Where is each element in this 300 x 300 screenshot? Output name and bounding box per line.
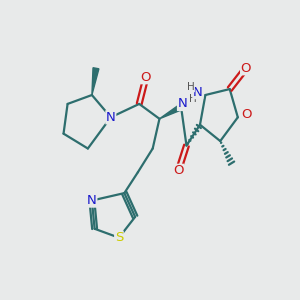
Text: O: O xyxy=(173,164,184,177)
Text: O: O xyxy=(241,62,251,75)
Polygon shape xyxy=(92,68,99,95)
Text: N: N xyxy=(106,111,116,124)
Text: O: O xyxy=(141,71,151,84)
Text: O: O xyxy=(241,108,252,121)
Text: H: H xyxy=(187,82,194,92)
Text: N: N xyxy=(193,85,203,98)
Polygon shape xyxy=(160,104,182,119)
Text: H: H xyxy=(188,94,196,103)
Text: N: N xyxy=(178,98,187,110)
Text: S: S xyxy=(115,231,123,244)
Text: N: N xyxy=(87,194,97,207)
